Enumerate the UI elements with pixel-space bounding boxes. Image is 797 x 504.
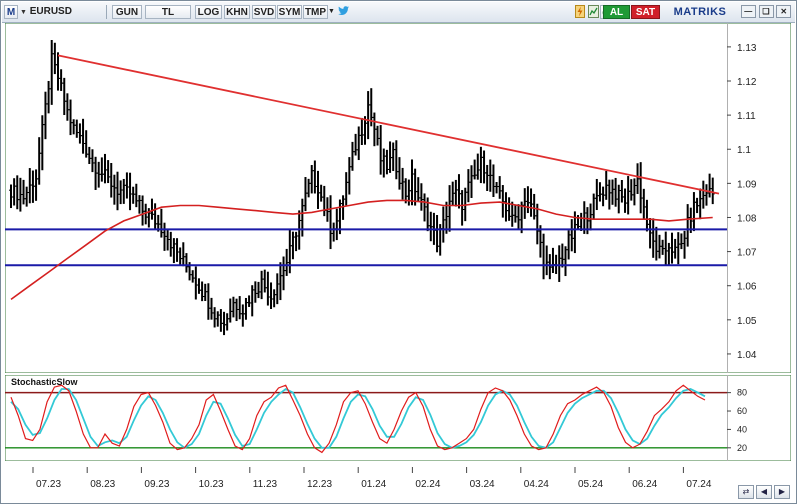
sell-button[interactable]: SAT bbox=[631, 5, 660, 19]
y-tick-label: 1.09 bbox=[737, 179, 757, 190]
svd-button[interactable]: SVD bbox=[252, 5, 276, 19]
navigation-buttons: ⇄ ◀ ▶ bbox=[738, 485, 790, 499]
minimize-button[interactable]: — bbox=[740, 5, 756, 18]
time-axis: 07.23 08.23 09.23 10.23 11.23 12.23 01.24 02.24… bbox=[5, 467, 791, 499]
symbol-label[interactable]: ▼ EURUSD bbox=[20, 5, 90, 19]
y-tick-label: 1.06 bbox=[737, 282, 757, 293]
stoch-k-line bbox=[10, 384, 706, 454]
x-tick-label: 11.23 bbox=[253, 479, 278, 490]
period-button[interactable]: GUN bbox=[112, 5, 142, 19]
currency-button[interactable]: TL bbox=[145, 5, 191, 19]
y-tick-label: 1.04 bbox=[737, 350, 757, 361]
stoch-title: StochasticSlow bbox=[11, 377, 79, 387]
close-button[interactable]: ✕ bbox=[776, 5, 792, 18]
x-tick-label: 08.23 bbox=[90, 479, 115, 490]
zoom-fit-button[interactable]: ⇄ bbox=[738, 485, 754, 499]
y-tick-label: 1.13 bbox=[737, 43, 757, 54]
moving-average-line bbox=[10, 199, 713, 301]
scroll-right-button[interactable]: ▶ bbox=[774, 485, 790, 499]
chart-type-icon[interactable] bbox=[587, 5, 599, 19]
m-button[interactable]: M bbox=[4, 5, 18, 19]
x-tick-label: 12.23 bbox=[307, 479, 332, 490]
x-tick-label: 06.24 bbox=[632, 479, 657, 490]
twitter-icon[interactable] bbox=[336, 5, 350, 19]
x-tick-label: 02.24 bbox=[415, 479, 440, 490]
x-tick-label: 10.23 bbox=[199, 479, 224, 490]
stoch-y-tick-label: 20 bbox=[737, 443, 747, 453]
trendline bbox=[57, 54, 720, 195]
stoch-y-tick-label: 80 bbox=[737, 388, 747, 398]
y-tick-label: 1.07 bbox=[737, 248, 757, 259]
y-tick-label: 1.1 bbox=[737, 145, 751, 156]
x-tick-label: 03.24 bbox=[470, 479, 495, 490]
log-button[interactable]: LOG bbox=[195, 5, 222, 19]
tmp-button[interactable]: TMP bbox=[303, 5, 328, 19]
x-tick-label: 04.24 bbox=[524, 479, 549, 490]
chart-toolbar: M ▼ EURUSD GUN TL LOG KHN SVD SYM TMP ▼ … bbox=[2, 2, 795, 23]
sym-button[interactable]: SYM bbox=[277, 5, 302, 19]
flash-icon[interactable] bbox=[574, 5, 586, 19]
x-tick-label: 09.23 bbox=[144, 479, 169, 490]
symbol-name: EURUSD bbox=[29, 6, 72, 17]
time-axis-bg bbox=[5, 467, 791, 499]
dropdown-icon: ▼ bbox=[20, 9, 27, 16]
price-chart[interactable]: 1.13 1.12 1.11 1.1 1.09 1.08 1.07 1.06 1.05 1.04 bbox=[5, 23, 791, 373]
x-tick-label: 01.24 bbox=[361, 479, 386, 490]
x-tick-label: 07.23 bbox=[36, 479, 61, 490]
stoch-d-line bbox=[10, 387, 706, 449]
buy-button[interactable]: AL bbox=[603, 5, 630, 19]
dropdown-arrow-icon[interactable]: ▼ bbox=[328, 8, 335, 15]
stoch-y-tick-label: 60 bbox=[737, 406, 747, 416]
x-tick-label: 07.24 bbox=[686, 479, 711, 490]
stochastic-chart[interactable]: StochasticSlow 80 60 40 20 bbox=[5, 375, 791, 461]
y-tick-label: 1.12 bbox=[737, 77, 757, 88]
window-controls: — ❑ ✕ bbox=[740, 5, 792, 19]
y-tick-label: 1.11 bbox=[737, 111, 756, 122]
y-tick-label: 1.08 bbox=[737, 213, 757, 224]
stoch-y-tick-label: 40 bbox=[737, 424, 747, 434]
khn-button[interactable]: KHN bbox=[224, 5, 250, 19]
y-tick-label: 1.05 bbox=[737, 316, 757, 327]
brand-logo: MATRIKS bbox=[673, 6, 727, 18]
scroll-left-button[interactable]: ◀ bbox=[756, 485, 772, 499]
restore-button[interactable]: ❑ bbox=[758, 5, 774, 18]
x-tick-label: 05.24 bbox=[578, 479, 603, 490]
